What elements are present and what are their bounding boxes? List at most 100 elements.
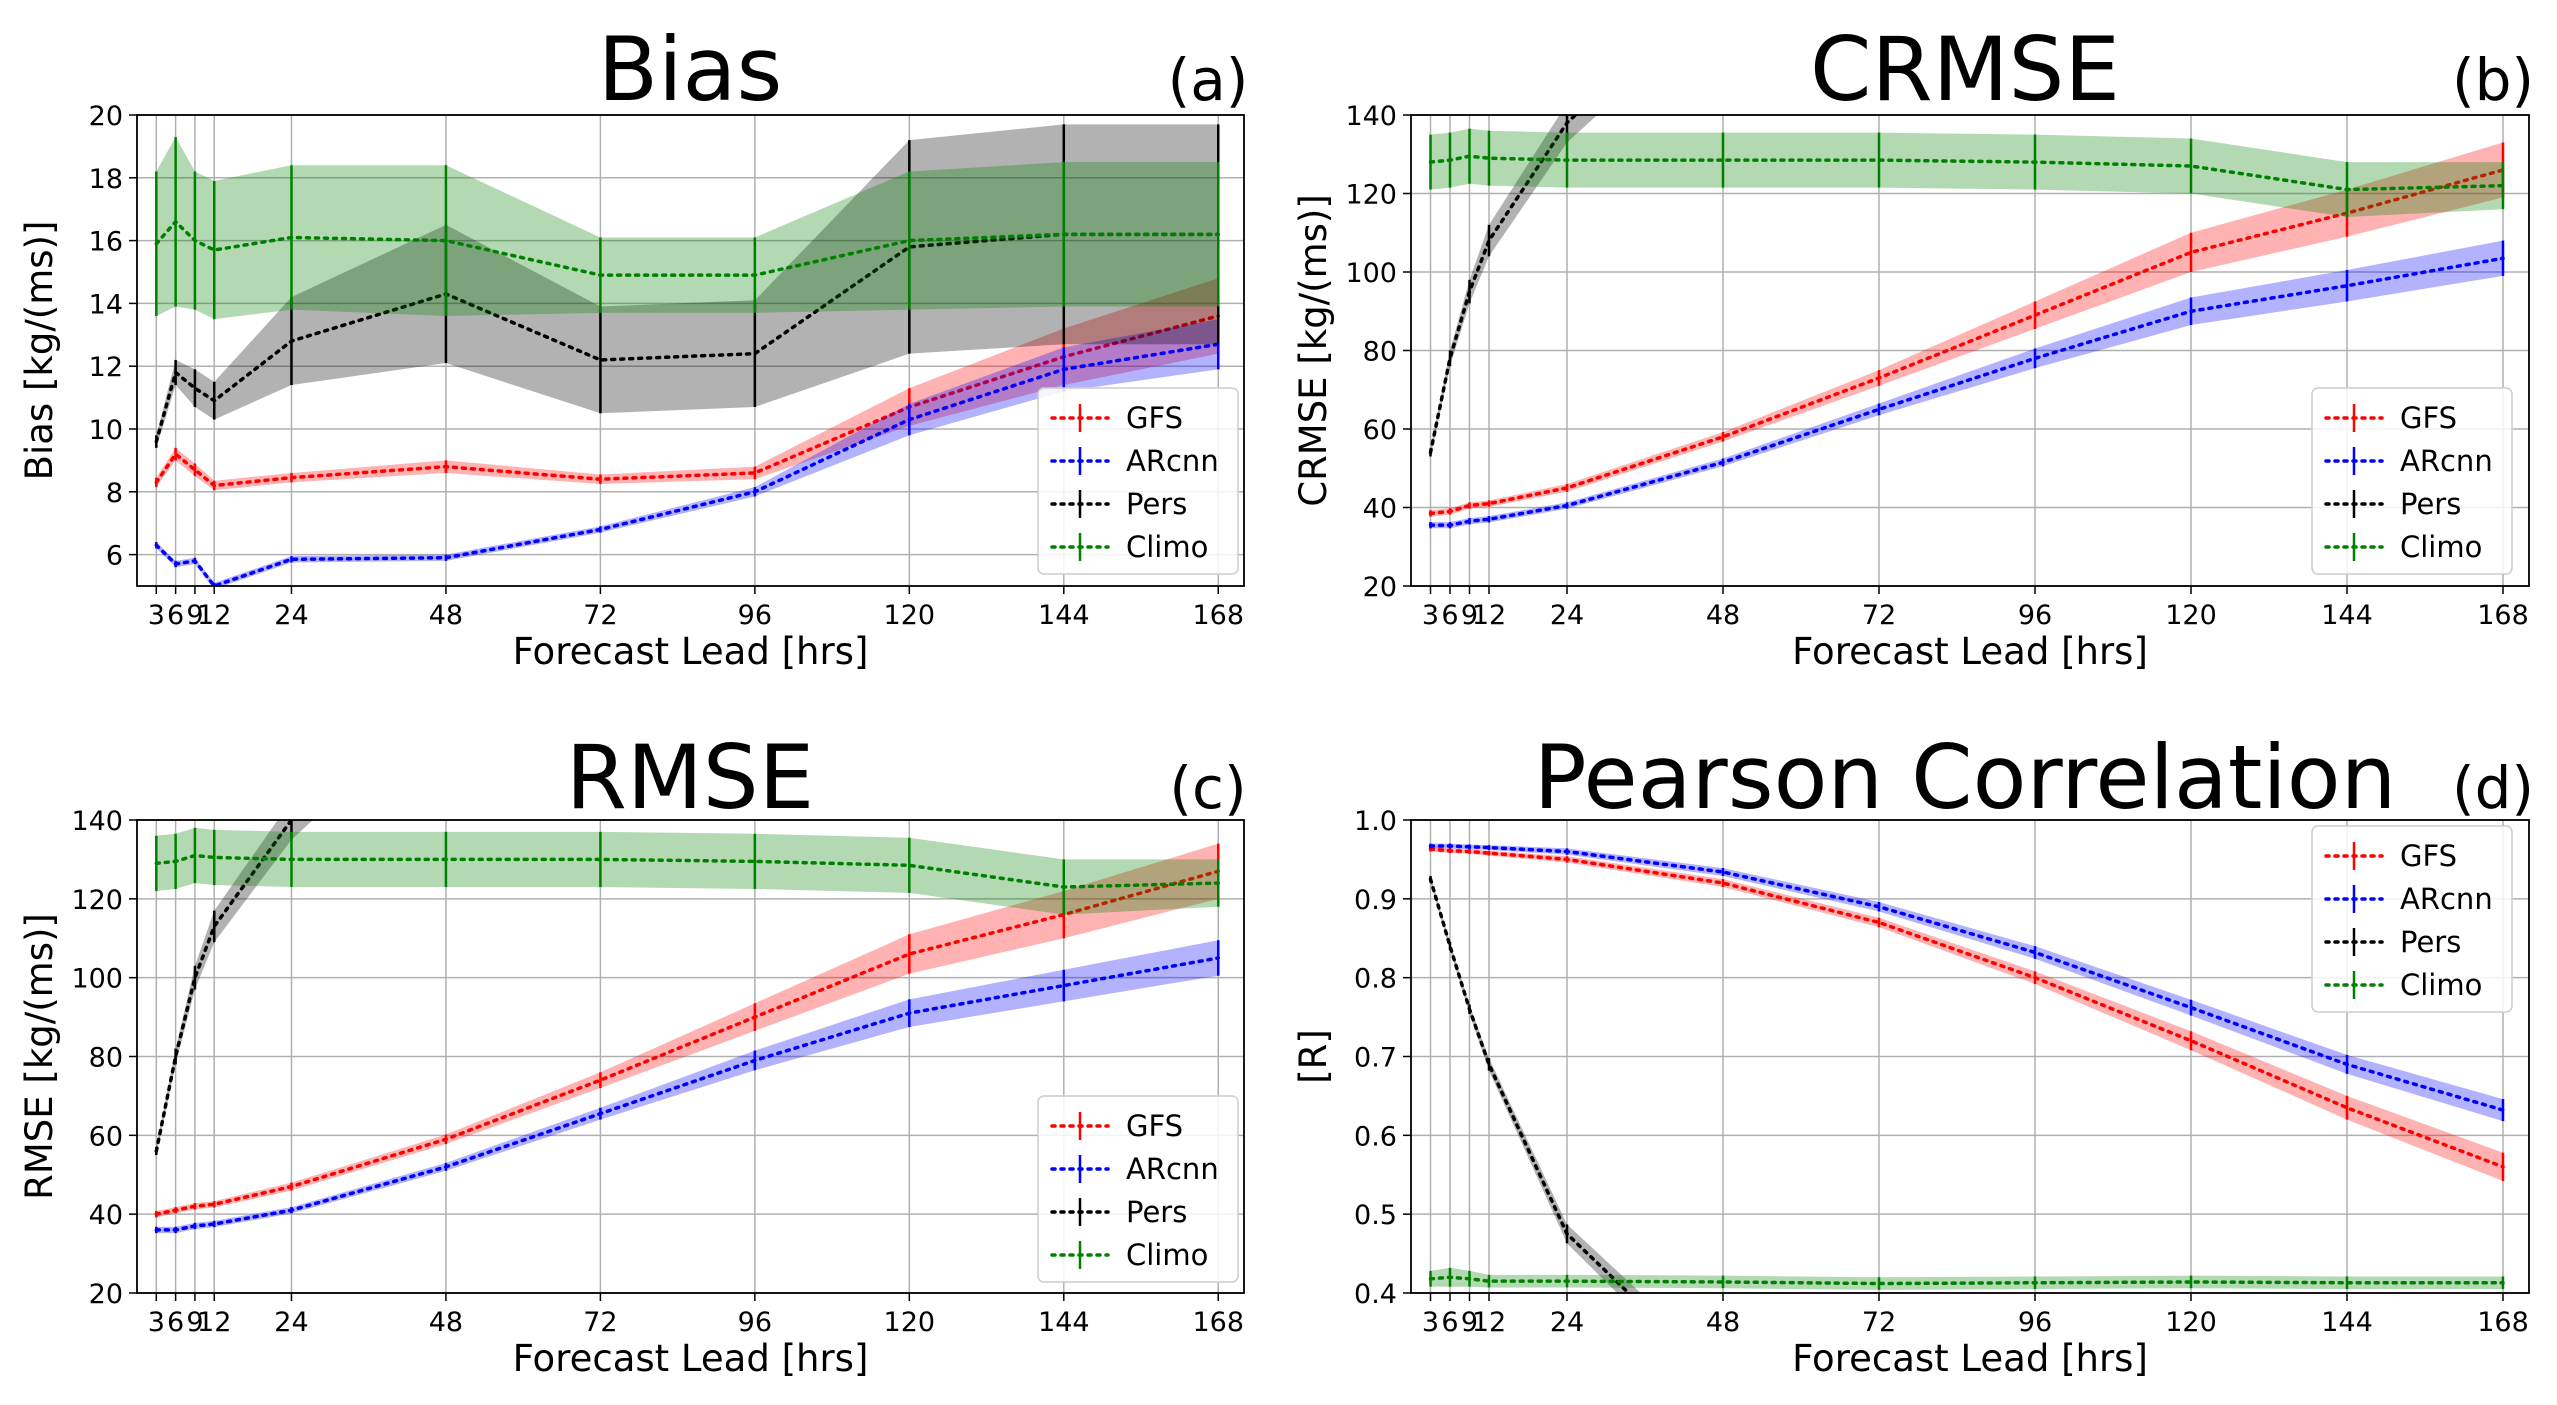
panel-letter: (c) <box>1169 754 1246 822</box>
series-climo <box>154 136 1221 320</box>
legend-item-pers: Pers <box>2324 487 2461 521</box>
panel-a: 3 6 912 24 48 72 96 120 144 16868101214161820Fore… <box>18 18 1248 673</box>
series-line <box>154 869 1221 1216</box>
panel-title: RMSE <box>566 726 815 829</box>
x-tick-label: 168 <box>1192 1307 1244 1338</box>
series-arcnn <box>1428 240 2505 529</box>
legend-item-arcnn: ARcnn <box>1050 444 1219 478</box>
panel-letter: (a) <box>1168 46 1249 114</box>
x-tick-label: 96 <box>738 600 772 631</box>
uncertainty-band <box>1430 1267 2503 1290</box>
series-gfs <box>1428 846 2505 1182</box>
y-tick-label: 100 <box>1345 258 1397 289</box>
legend-item-pers: Pers <box>1050 1195 1187 1229</box>
panel-d: 3 6 912 24 48 72 96 120 144 168 0.4 0.5 0.6 0.7 0.8 0.9… <box>1292 726 2534 1380</box>
x-tick-label: 6 <box>167 600 184 631</box>
y-tick-label: 0.8 <box>1354 964 1397 995</box>
x-tick-label: 120 <box>2165 1307 2217 1338</box>
x-tick-label: 9 <box>1461 1307 1478 1338</box>
legend: GFS ARcnn Pers Climo <box>1037 1095 1239 1283</box>
uncertainty-band <box>1430 142 2503 517</box>
legend-item-climo: Climo <box>1050 1238 1208 1272</box>
x-tick-label: 48 <box>1706 1307 1740 1338</box>
legend-item-gfs: GFS <box>2324 401 2457 435</box>
x-tick-label: 9 <box>186 1307 203 1338</box>
legend-label: ARcnn <box>2400 882 2493 916</box>
y-tick-label: 40 <box>1363 494 1397 525</box>
legend-label: Pers <box>2400 487 2461 521</box>
panel-title: CRMSE <box>1810 18 2120 121</box>
y-tick-label: 100 <box>71 964 123 995</box>
y-tick-label: 0.9 <box>1354 885 1397 916</box>
legend-box <box>1037 387 1239 575</box>
legend-box <box>2311 825 2513 1013</box>
series-pers <box>1428 115 1598 457</box>
legend-box <box>2311 387 2513 575</box>
y-tick-label: 20 <box>89 101 123 132</box>
uncertainty-band <box>1430 115 1598 457</box>
legend-label: GFS <box>1126 1109 1183 1143</box>
legend-item-gfs: GFS <box>1050 401 1183 435</box>
series-line <box>1428 256 2505 527</box>
plot-area <box>1428 115 2505 529</box>
legend-label: GFS <box>2400 401 2457 435</box>
x-tick-label: 72 <box>1862 600 1896 631</box>
x-tick-label: 6 <box>1441 600 1458 631</box>
series-line <box>154 314 1221 488</box>
x-axis-label: Forecast Lead [hrs] <box>1792 630 2148 673</box>
y-tick-label: 60 <box>89 1121 123 1152</box>
y-tick-label: 6 <box>106 541 123 572</box>
uncertainty-band <box>156 820 313 1156</box>
x-tick-label: 144 <box>1038 600 1090 631</box>
y-tick-label: 0.5 <box>1354 1200 1397 1231</box>
series-line <box>154 219 1221 277</box>
x-tick-label: 120 <box>884 1307 936 1338</box>
x-tick-label: 12 <box>1472 600 1506 631</box>
x-tick-label: 72 <box>1862 1307 1896 1338</box>
x-tick-label: 12 <box>197 600 231 631</box>
legend-label: Pers <box>2400 925 2461 959</box>
legend-item-climo: Climo <box>2324 968 2482 1002</box>
x-tick-label: 168 <box>2477 600 2529 631</box>
y-tick-label: 40 <box>89 1200 123 1231</box>
y-tick-label: 14 <box>89 289 123 320</box>
x-tick-label: 48 <box>1706 600 1740 631</box>
panel-title: Bias <box>598 18 783 121</box>
panel-b: 3 6 912 24 48 72 96 120 144 168 20 40 60 80 100 120 140 F… <box>1292 18 2534 673</box>
y-tick-label: 80 <box>89 1043 123 1074</box>
y-tick-label: 60 <box>1363 415 1397 446</box>
series-line <box>154 342 1221 586</box>
y-tick-label: 120 <box>1345 180 1397 211</box>
legend-label: GFS <box>1126 401 1183 435</box>
panel-c: 3 6 912 24 48 72 96 120 144 168 20 40 60 80 100 120 140 F… <box>18 726 1247 1380</box>
series-pers <box>1428 875 1641 1293</box>
x-axis-label: Forecast Lead [hrs] <box>1792 1337 2148 1380</box>
axes-frame <box>136 114 1245 587</box>
x-tick-label: 9 <box>186 600 203 631</box>
series-line <box>154 956 1221 1232</box>
x-tick-label: 3 <box>1422 600 1439 631</box>
uncertainty-band <box>1430 875 1641 1293</box>
uncertainty-band <box>156 827 1219 915</box>
x-tick-label: 48 <box>429 600 463 631</box>
series-line <box>1428 847 2505 1169</box>
x-tick-label: 24 <box>274 600 308 631</box>
legend-item-arcnn: ARcnn <box>2324 882 2493 916</box>
legend-label: ARcnn <box>1126 1152 1219 1186</box>
series-pers <box>154 820 313 1156</box>
legend-label: Pers <box>1126 1195 1187 1229</box>
legend-label: ARcnn <box>1126 444 1219 478</box>
series-line <box>154 820 295 1153</box>
x-tick-label: 24 <box>1550 1307 1584 1338</box>
x-tick-label: 144 <box>2321 1307 2373 1338</box>
uncertainty-band <box>1430 240 2503 529</box>
x-tick-label: 48 <box>429 1307 463 1338</box>
series-climo <box>1428 128 2505 218</box>
y-tick-label: 80 <box>1363 337 1397 368</box>
legend-item-gfs: GFS <box>2324 839 2457 873</box>
x-tick-label: 24 <box>274 1307 308 1338</box>
series-climo <box>154 827 1221 915</box>
legend-label: Climo <box>2400 968 2482 1002</box>
uncertainty-band <box>156 940 1219 1234</box>
